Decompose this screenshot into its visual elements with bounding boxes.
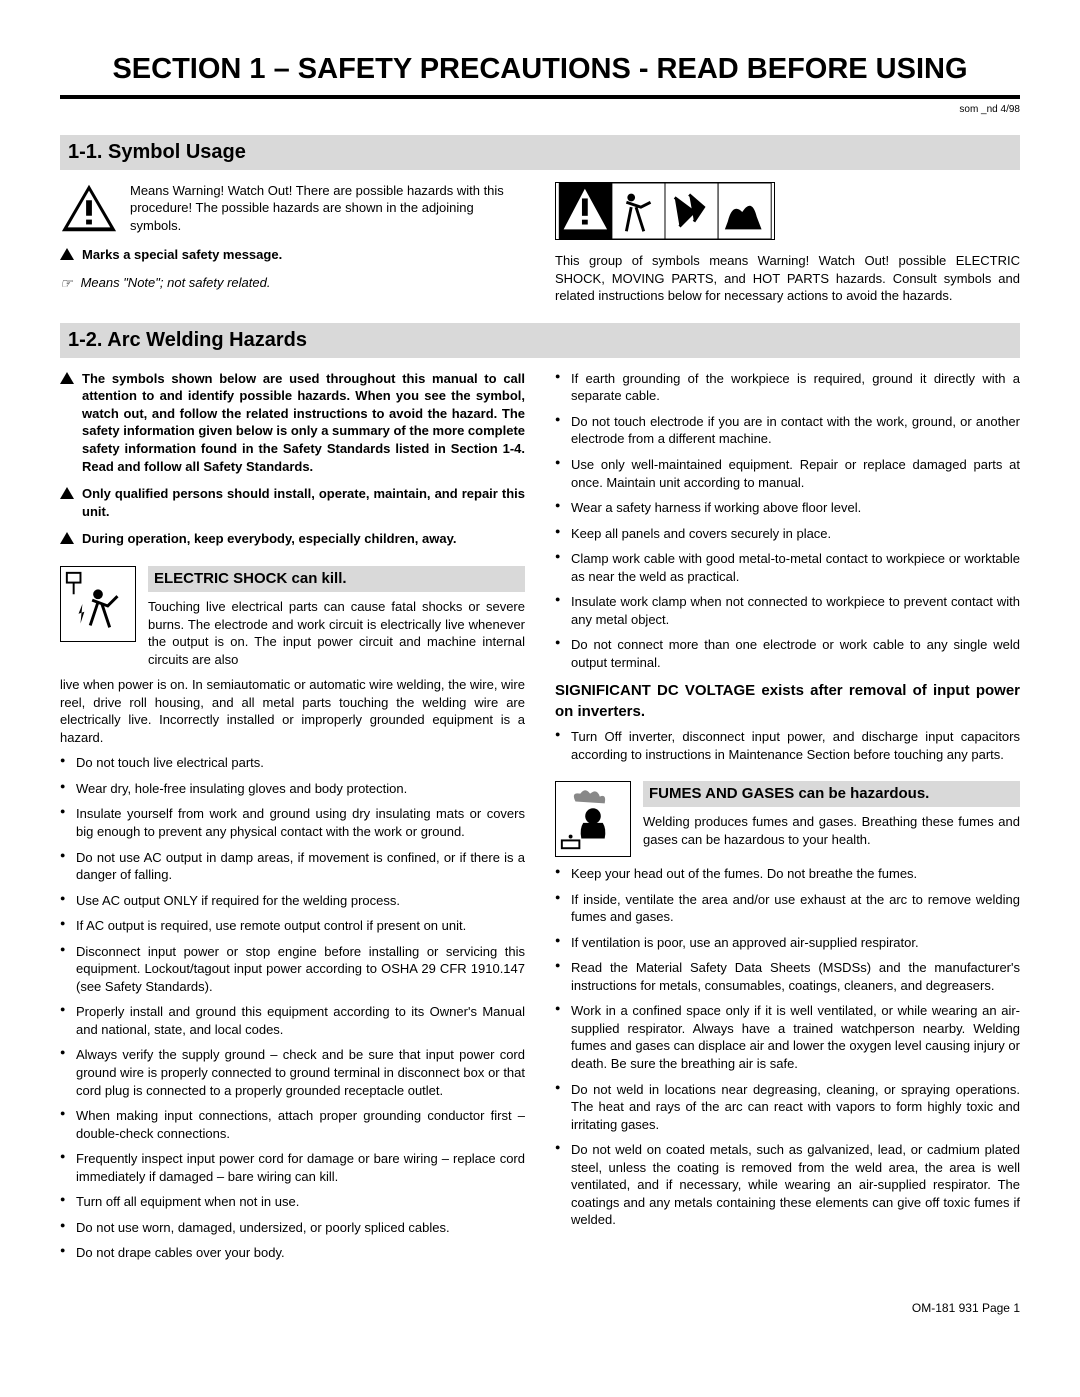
fumes-desc: Welding produces fumes and gases. Breath…	[643, 813, 1020, 848]
bullet-item: Always verify the supply ground – check …	[60, 1046, 525, 1099]
bullet-item: Wear a safety harness if working above f…	[555, 499, 1020, 517]
warning-triangle-icon	[60, 182, 118, 234]
fumes-icon	[555, 781, 631, 857]
bullet-item: Frequently inspect input power cord for …	[60, 1150, 525, 1185]
shock-right-bullet-list: If earth grounding of the workpiece is r…	[555, 370, 1020, 672]
bullet-item: If AC output is required, use remote out…	[60, 917, 525, 935]
triangle-marker-icon	[60, 487, 74, 499]
intro-2: Only qualified persons should install, o…	[82, 485, 525, 520]
bullet-item: Do not touch live electrical parts.	[60, 754, 525, 772]
note-icon: ☞	[60, 274, 73, 293]
bullet-item: Turn Off inverter, disconnect input powe…	[555, 728, 1020, 763]
bullet-item: Do not weld on coated metals, such as ga…	[555, 1141, 1020, 1229]
subsection-2-title: 1-2. Arc Welding Hazards	[60, 323, 1020, 358]
bullet-item: Properly install and ground this equipme…	[60, 1003, 525, 1038]
shock-desc: Touching live electrical parts can cause…	[148, 598, 525, 668]
symbol-strip-icon	[555, 182, 775, 240]
triangle-marker-icon	[60, 248, 74, 260]
bullet-item: Use AC output ONLY if required for the w…	[60, 892, 525, 910]
electric-shock-icon	[60, 566, 136, 642]
sig-title: SIGNIFICANT DC VOLTAGE exists after remo…	[555, 681, 1020, 722]
bullet-item: Do not weld in locations near degreasing…	[555, 1081, 1020, 1134]
bullet-item: If ventilation is poor, use an approved …	[555, 934, 1020, 952]
fumes-bullet-list: Keep your head out of the fumes. Do not …	[555, 865, 1020, 1229]
bullet-item: Do not use worn, damaged, undersized, or…	[60, 1219, 525, 1237]
symbols-text: This group of symbols means Warning! Wat…	[555, 252, 1020, 305]
bullet-item: Work in a confined space only if it is w…	[555, 1002, 1020, 1072]
note-text: Means "Note"; not safety related.	[81, 274, 271, 292]
triangle-marker-icon	[60, 532, 74, 544]
bullet-item: Turn off all equipment when not in use.	[60, 1193, 525, 1211]
intro-1: The symbols shown below are used through…	[82, 370, 525, 475]
bullet-item: Clamp work cable with good metal-to-meta…	[555, 550, 1020, 585]
section-title: SECTION 1 – SAFETY PRECAUTIONS - READ BE…	[60, 50, 1020, 99]
bullet-item: Do not use AC output in damp areas, if m…	[60, 849, 525, 884]
bullet-item: Insulate yourself from work and ground u…	[60, 805, 525, 840]
bullet-item: Wear dry, hole-free insulating gloves an…	[60, 780, 525, 798]
subsection-1-title: 1-1. Symbol Usage	[60, 135, 1020, 170]
bullet-item: Keep your head out of the fumes. Do not …	[555, 865, 1020, 883]
bullet-item: Do not drape cables over your body.	[60, 1244, 525, 1262]
shock-title: ELECTRIC SHOCK can kill.	[148, 566, 525, 592]
page-footer: OM-181 931 Page 1	[60, 1300, 1020, 1316]
bullet-item: Do not touch electrode if you are in con…	[555, 413, 1020, 448]
marks-text: Marks a special safety message.	[82, 246, 282, 264]
warning-text: Means Warning! Watch Out! There are poss…	[130, 182, 525, 235]
fumes-title: FUMES AND GASES can be hazardous.	[643, 781, 1020, 807]
bullet-item: Disconnect input power or stop engine be…	[60, 943, 525, 996]
bullet-item: Keep all panels and covers securely in p…	[555, 525, 1020, 543]
shock-bullet-list: Do not touch live electrical parts. Wear …	[60, 754, 525, 1262]
doc-id: som _nd 4/98	[60, 103, 1020, 117]
shock-cont: live when power is on. In semiautomatic …	[60, 676, 525, 746]
sig-bullet-list: Turn Off inverter, disconnect input powe…	[555, 728, 1020, 763]
bullet-item: Do not connect more than one electrode o…	[555, 636, 1020, 671]
bullet-item: Read the Material Safety Data Sheets (MS…	[555, 959, 1020, 994]
bullet-item: Use only well-maintained equipment. Repa…	[555, 456, 1020, 491]
triangle-marker-icon	[60, 372, 74, 384]
bullet-item: Insulate work clamp when not connected t…	[555, 593, 1020, 628]
bullet-item: If earth grounding of the workpiece is r…	[555, 370, 1020, 405]
intro-3: During operation, keep everybody, especi…	[82, 530, 456, 548]
bullet-item: When making input connections, attach pr…	[60, 1107, 525, 1142]
bullet-item: If inside, ventilate the area and/or use…	[555, 891, 1020, 926]
